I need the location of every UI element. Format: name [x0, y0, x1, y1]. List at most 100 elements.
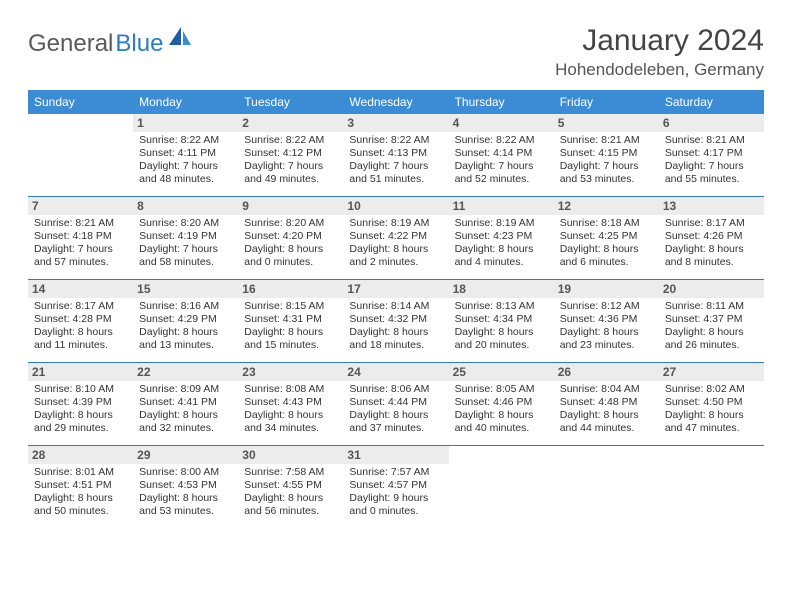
daylight-text: Daylight: 8 hours [32, 409, 129, 422]
day-cell: 9Sunrise: 8:20 AMSunset: 4:20 PMDaylight… [238, 197, 343, 279]
daylight-text: Daylight: 8 hours [453, 409, 550, 422]
sunrise-text: Sunrise: 8:08 AM [242, 383, 339, 396]
daylight-text: Daylight: 8 hours [242, 326, 339, 339]
daylight-text: and 18 minutes. [347, 339, 444, 352]
sunset-text: Sunset: 4:31 PM [242, 313, 339, 326]
day-number: 20 [659, 280, 764, 298]
day-number: 27 [659, 363, 764, 381]
sunset-text: Sunset: 4:17 PM [663, 147, 760, 160]
sunrise-text: Sunrise: 8:12 AM [558, 300, 655, 313]
day-number: 25 [449, 363, 554, 381]
sunset-text: Sunset: 4:14 PM [453, 147, 550, 160]
day-cell: 30Sunrise: 7:58 AMSunset: 4:55 PMDayligh… [238, 446, 343, 528]
day-cell: 19Sunrise: 8:12 AMSunset: 4:36 PMDayligh… [554, 280, 659, 362]
daylight-text: and 44 minutes. [558, 422, 655, 435]
day-number: 16 [238, 280, 343, 298]
day-cell: 26Sunrise: 8:04 AMSunset: 4:48 PMDayligh… [554, 363, 659, 445]
day-cell: 24Sunrise: 8:06 AMSunset: 4:44 PMDayligh… [343, 363, 448, 445]
daylight-text: Daylight: 8 hours [453, 243, 550, 256]
day-cell: 23Sunrise: 8:08 AMSunset: 4:43 PMDayligh… [238, 363, 343, 445]
day-cell: 29Sunrise: 8:00 AMSunset: 4:53 PMDayligh… [133, 446, 238, 528]
day-number: 3 [343, 114, 448, 132]
daylight-text: Daylight: 8 hours [242, 409, 339, 422]
day-number: 4 [449, 114, 554, 132]
day-number: 22 [133, 363, 238, 381]
sunrise-text: Sunrise: 8:19 AM [347, 217, 444, 230]
day-number: 6 [659, 114, 764, 132]
dow-sunday: Sunday [28, 90, 133, 114]
sunset-text: Sunset: 4:23 PM [453, 230, 550, 243]
daylight-text: and 13 minutes. [137, 339, 234, 352]
day-cell: 13Sunrise: 8:17 AMSunset: 4:26 PMDayligh… [659, 197, 764, 279]
dow-friday: Friday [554, 90, 659, 114]
sunrise-text: Sunrise: 8:15 AM [242, 300, 339, 313]
daylight-text: Daylight: 8 hours [663, 326, 760, 339]
sunrise-text: Sunrise: 8:04 AM [558, 383, 655, 396]
day-number: 30 [238, 446, 343, 464]
day-cell: 12Sunrise: 8:18 AMSunset: 4:25 PMDayligh… [554, 197, 659, 279]
dow-thursday: Thursday [449, 90, 554, 114]
daylight-text: and 2 minutes. [347, 256, 444, 269]
day-number: 26 [554, 363, 659, 381]
sunset-text: Sunset: 4:41 PM [137, 396, 234, 409]
daylight-text: and 0 minutes. [347, 505, 444, 518]
day-cell: 17Sunrise: 8:14 AMSunset: 4:32 PMDayligh… [343, 280, 448, 362]
sunset-text: Sunset: 4:11 PM [137, 147, 234, 160]
sunrise-text: Sunrise: 8:18 AM [558, 217, 655, 230]
daylight-text: and 50 minutes. [32, 505, 129, 518]
sunset-text: Sunset: 4:28 PM [32, 313, 129, 326]
sunrise-text: Sunrise: 8:22 AM [242, 134, 339, 147]
day-cell: 27Sunrise: 8:02 AMSunset: 4:50 PMDayligh… [659, 363, 764, 445]
day-cell [28, 114, 133, 196]
day-number: 29 [133, 446, 238, 464]
sunset-text: Sunset: 4:32 PM [347, 313, 444, 326]
sunrise-text: Sunrise: 8:17 AM [32, 300, 129, 313]
sunset-text: Sunset: 4:22 PM [347, 230, 444, 243]
sunrise-text: Sunrise: 8:20 AM [137, 217, 234, 230]
sunset-text: Sunset: 4:13 PM [347, 147, 444, 160]
daylight-text: and 48 minutes. [137, 173, 234, 186]
day-number: 28 [28, 446, 133, 464]
daylight-text: Daylight: 8 hours [347, 326, 444, 339]
sunrise-text: Sunrise: 8:00 AM [137, 466, 234, 479]
daylight-text: Daylight: 8 hours [558, 326, 655, 339]
location-subtitle: Hohendodeleben, Germany [555, 60, 764, 80]
day-cell: 31Sunrise: 7:57 AMSunset: 4:57 PMDayligh… [343, 446, 448, 528]
logo: GeneralBlue [28, 30, 193, 58]
day-number: 21 [28, 363, 133, 381]
sunset-text: Sunset: 4:37 PM [663, 313, 760, 326]
day-cell: 28Sunrise: 8:01 AMSunset: 4:51 PMDayligh… [28, 446, 133, 528]
sunrise-text: Sunrise: 8:21 AM [663, 134, 760, 147]
sunrise-text: Sunrise: 8:10 AM [32, 383, 129, 396]
sunrise-text: Sunrise: 8:20 AM [242, 217, 339, 230]
daylight-text: and 6 minutes. [558, 256, 655, 269]
day-cell: 7Sunrise: 8:21 AMSunset: 4:18 PMDaylight… [28, 197, 133, 279]
day-number: 18 [449, 280, 554, 298]
day-number: 8 [133, 197, 238, 215]
calendar-page: GeneralBlue January 2024 Hohendodeleben,… [0, 0, 792, 548]
sunrise-text: Sunrise: 8:21 AM [32, 217, 129, 230]
sunrise-text: Sunrise: 8:13 AM [453, 300, 550, 313]
daylight-text: and 23 minutes. [558, 339, 655, 352]
sunset-text: Sunset: 4:50 PM [663, 396, 760, 409]
sunrise-text: Sunrise: 8:09 AM [137, 383, 234, 396]
daylight-text: Daylight: 7 hours [137, 160, 234, 173]
daylight-text: Daylight: 7 hours [32, 243, 129, 256]
daylight-text: and 51 minutes. [347, 173, 444, 186]
sunset-text: Sunset: 4:36 PM [558, 313, 655, 326]
sunset-text: Sunset: 4:20 PM [242, 230, 339, 243]
daylight-text: and 11 minutes. [32, 339, 129, 352]
dow-tuesday: Tuesday [238, 90, 343, 114]
daylight-text: and 26 minutes. [663, 339, 760, 352]
sunset-text: Sunset: 4:48 PM [558, 396, 655, 409]
daylight-text: Daylight: 7 hours [558, 160, 655, 173]
day-cell: 11Sunrise: 8:19 AMSunset: 4:23 PMDayligh… [449, 197, 554, 279]
day-cell [554, 446, 659, 528]
day-cell: 22Sunrise: 8:09 AMSunset: 4:41 PMDayligh… [133, 363, 238, 445]
sunrise-text: Sunrise: 8:06 AM [347, 383, 444, 396]
sunset-text: Sunset: 4:39 PM [32, 396, 129, 409]
day-number: 10 [343, 197, 448, 215]
day-number: 23 [238, 363, 343, 381]
daylight-text: Daylight: 7 hours [137, 243, 234, 256]
sunrise-text: Sunrise: 8:05 AM [453, 383, 550, 396]
